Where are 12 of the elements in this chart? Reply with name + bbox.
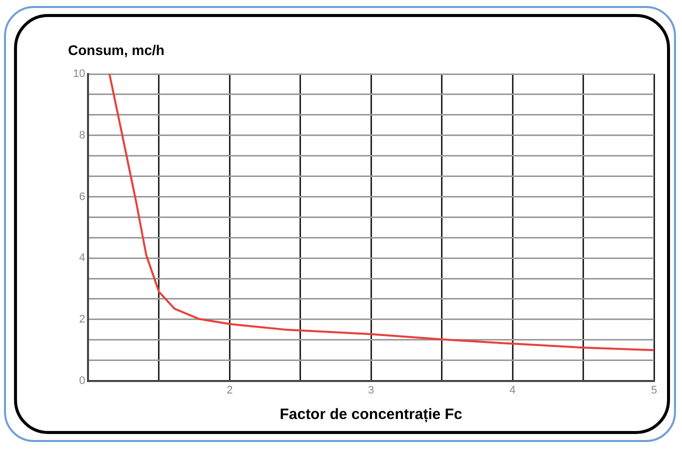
x-tick-label: 5 [650, 384, 658, 396]
x-tick-label: 2 [226, 384, 233, 396]
x-axis-title: Factor de concentrație Fc [278, 406, 464, 423]
y-tick-label: 0 [79, 374, 86, 387]
x-tick-label: 3 [368, 384, 374, 396]
y-tick-label: 2 [79, 313, 86, 326]
y-tick-label: 10 [72, 68, 86, 80]
y-axis-title: Consum, mc/h [68, 42, 164, 58]
y-tick-label: 4 [79, 252, 86, 264]
y-tick-label: 6 [79, 190, 86, 203]
y-tick-label: 8 [79, 129, 86, 142]
x-tick-label: 4 [509, 384, 516, 396]
